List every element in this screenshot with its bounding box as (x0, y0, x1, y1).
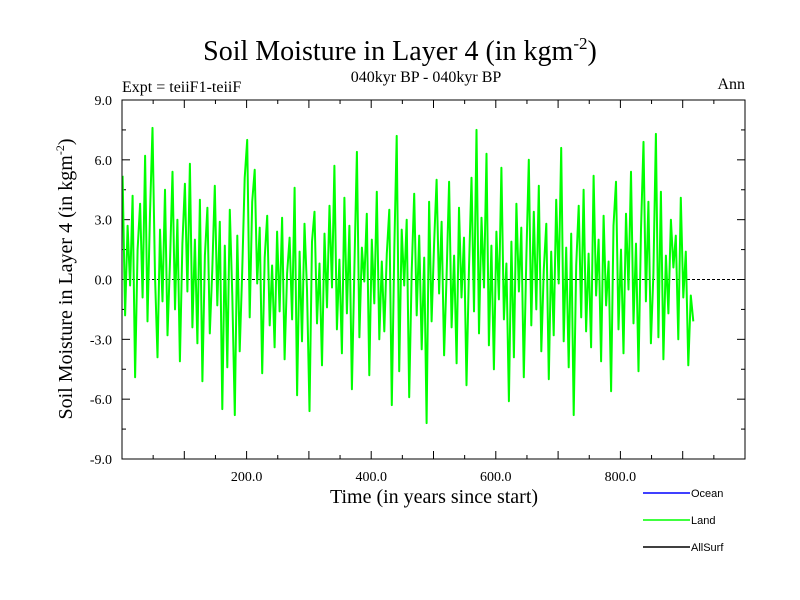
plot-frame (121, 99, 746, 460)
y-tick-label: 9.0 (95, 94, 113, 109)
y-tick-label: 6.0 (95, 154, 113, 169)
y-axis-label-exponent: -2 (53, 145, 67, 155)
y-axis-label: Soil Moisture in Layer 4 (in kgm-2) (53, 138, 77, 419)
chart-subtitle: 040kyr BP - 040kyr BP (351, 69, 502, 86)
y-tick-label: -3.0 (90, 333, 112, 348)
legend-label-allsurf: AllSurf (691, 542, 724, 554)
chart-title-close: ) (588, 36, 597, 67)
legend-label-ocean: Ocean (691, 488, 723, 500)
y-tick-label: -9.0 (90, 453, 112, 468)
x-tick-label: 400.0 (355, 470, 387, 485)
y-tick-label: 3.0 (95, 214, 113, 229)
x-tick-label: 600.0 (480, 470, 512, 485)
experiment-label: Expt = teiiF1-teiiF (122, 79, 241, 96)
y-axis-label-close: ) (55, 138, 77, 145)
x-tick-label: 800.0 (605, 470, 637, 485)
y-axis-label-text: Soil Moisture in Layer 4 (in kgm (55, 155, 77, 420)
x-axis-label: Time (in years since start) (330, 486, 538, 508)
data-series (121, 126, 695, 425)
legend-label-land: Land (691, 515, 715, 527)
season-label: Ann (717, 76, 745, 93)
y-tick-label: -6.0 (90, 393, 112, 408)
chart-title-exponent: -2 (573, 34, 587, 53)
chart-title: Soil Moisture in Layer 4 (in kgm-2) (203, 34, 597, 67)
series-line-land (121, 126, 695, 425)
chart-title-text: Soil Moisture in Layer 4 (in kgm (203, 36, 573, 67)
axis-ticks: 200.0 400.0 600.0 800.0 -9.0 -6.0 -3.0 0.0 3.0 6.… (90, 94, 745, 485)
x-tick-label: 200.0 (231, 470, 263, 485)
legend: Ocean Land AllSurf (643, 488, 724, 554)
y-tick-label: 0.0 (95, 274, 113, 289)
